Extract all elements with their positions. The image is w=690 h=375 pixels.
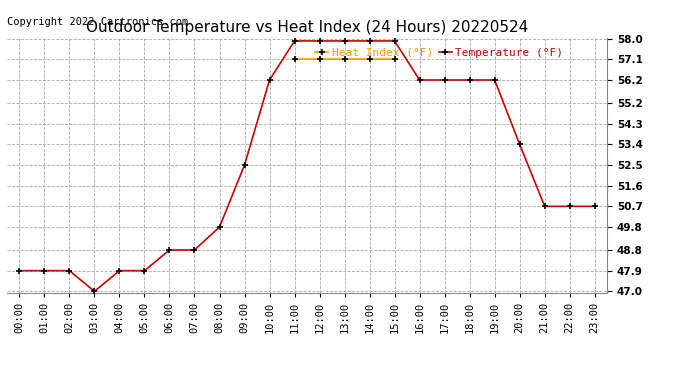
Temperature (°F) — [540, 204, 549, 209]
Temperature (°F) — [140, 268, 148, 273]
Temperature (°F) — [90, 289, 99, 294]
Temperature (°F) — [40, 268, 48, 273]
Temperature (°F) — [66, 268, 74, 273]
Temperature (°F) — [391, 39, 399, 43]
Line: Temperature (°F): Temperature (°F) — [16, 38, 598, 295]
Temperature (°F) — [466, 78, 474, 82]
Temperature (°F) — [515, 142, 524, 147]
Temperature (°F) — [415, 78, 424, 82]
Heat Index (°F) — [366, 57, 374, 62]
Heat Index (°F) — [290, 57, 299, 62]
Temperature (°F) — [591, 204, 599, 209]
Temperature (°F) — [566, 204, 574, 209]
Temperature (°F) — [240, 163, 248, 167]
Heat Index (°F) — [315, 57, 324, 62]
Line: Heat Index (°F): Heat Index (°F) — [291, 56, 398, 63]
Temperature (°F) — [15, 268, 23, 273]
Temperature (°F) — [190, 248, 199, 252]
Temperature (°F) — [440, 78, 449, 82]
Temperature (°F) — [290, 39, 299, 43]
Temperature (°F) — [166, 248, 174, 252]
Temperature (°F) — [115, 268, 124, 273]
Temperature (°F) — [491, 78, 499, 82]
Heat Index (°F) — [340, 57, 348, 62]
Temperature (°F) — [215, 225, 224, 229]
Title: Outdoor Temperature vs Heat Index (24 Hours) 20220524: Outdoor Temperature vs Heat Index (24 Ho… — [86, 20, 528, 35]
Temperature (°F) — [340, 39, 348, 43]
Temperature (°F) — [366, 39, 374, 43]
Temperature (°F) — [315, 39, 324, 43]
Heat Index (°F) — [391, 57, 399, 62]
Legend: Heat Index (°F), Temperature (°F): Heat Index (°F), Temperature (°F) — [310, 43, 568, 62]
Temperature (°F) — [266, 78, 274, 82]
Text: Copyright 2022 Cartronics.com: Copyright 2022 Cartronics.com — [7, 17, 188, 27]
